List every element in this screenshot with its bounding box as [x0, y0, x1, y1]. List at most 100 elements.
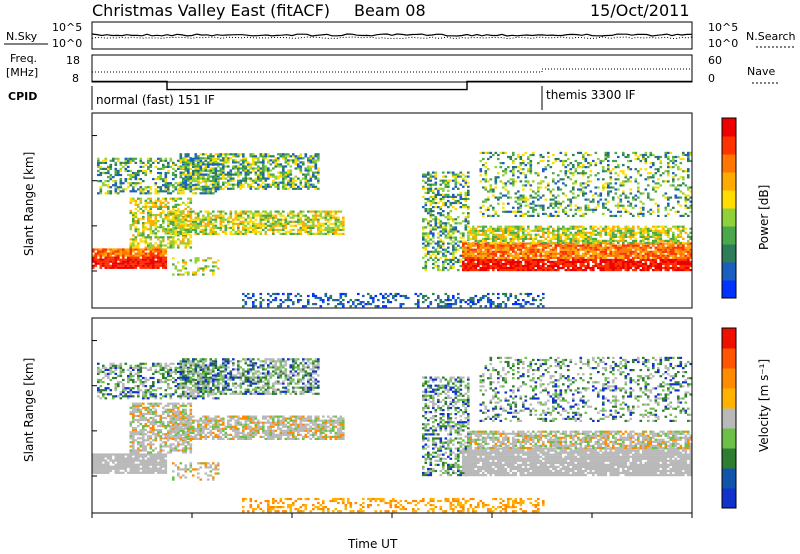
- heatmap-cell: [207, 224, 210, 227]
- heatmap-cell: [547, 266, 550, 270]
- heatmap-cell: [557, 262, 560, 266]
- heatmap-cell: [574, 269, 578, 272]
- heatmap-cell: [222, 183, 225, 186]
- heatmap-cell: [154, 234, 158, 237]
- date-label: 15/Oct/2011: [590, 1, 690, 20]
- heatmap-cell: [287, 214, 290, 217]
- heatmap-cell: [432, 246, 435, 249]
- heatmap-cell: [249, 153, 253, 156]
- heatmap-cell: [499, 225, 503, 228]
- heatmap-cell: [432, 210, 435, 213]
- heatmap-cell: [232, 226, 235, 229]
- heatmap-cell: [122, 266, 125, 269]
- heatmap-cell: [687, 264, 690, 268]
- heatmap-cell: [517, 210, 520, 213]
- heatmap-cell: [544, 258, 548, 261]
- heatmap-cell: [269, 173, 273, 176]
- heatmap-cell: [262, 228, 265, 231]
- heatmap-cell: [444, 228, 448, 231]
- heatmap-cell: [192, 271, 195, 274]
- heatmap-cell: [494, 252, 498, 255]
- heatmap-cell: [182, 171, 185, 174]
- heatmap-cell: [589, 254, 593, 257]
- heatmap-cell: [484, 231, 488, 234]
- heatmap-cell: [672, 235, 675, 238]
- heatmap-cell: [142, 234, 145, 237]
- heatmap-cell: [582, 244, 585, 247]
- heatmap-cell: [532, 210, 535, 213]
- heatmap-cell: [282, 179, 285, 182]
- heatmap-cell: [477, 241, 480, 245]
- heatmap-cell: [327, 210, 330, 213]
- heatmap-cell: [239, 183, 243, 186]
- heatmap-cell: [114, 186, 118, 189]
- heatmap-cell: [609, 262, 613, 266]
- heatmap-cell: [444, 266, 448, 270]
- heatmap-cell: [452, 266, 455, 270]
- heatmap-cell: [479, 254, 483, 257]
- heatmap-cell: [279, 155, 283, 158]
- heatmap-cell: [209, 175, 213, 178]
- heatmap-cell: [517, 266, 520, 270]
- heatmap-cell: [214, 183, 218, 186]
- heatmap-cell: [497, 258, 500, 261]
- heatmap-cell: [659, 266, 663, 270]
- heatmap-cell: [159, 176, 163, 179]
- heatmap-cell: [437, 244, 440, 247]
- heatmap-cell: [584, 269, 588, 272]
- heatmap-cell: [309, 177, 313, 180]
- heatmap-cell: [522, 264, 525, 268]
- heatmap-cell: [127, 256, 130, 259]
- heatmap-cell: [277, 222, 280, 225]
- heatmap-cell: [179, 155, 183, 158]
- heatmap-cell: [337, 232, 340, 235]
- heatmap-cell: [237, 165, 240, 168]
- heatmap-cell: [229, 220, 233, 223]
- heatmap-cell: [304, 228, 308, 231]
- heatmap-cell: [97, 250, 100, 253]
- heatmap-cell: [452, 175, 455, 178]
- heatmap-cell: [632, 239, 635, 242]
- heatmap-cell: [202, 153, 205, 156]
- heatmap-cell: [559, 258, 563, 261]
- heatmap-cell: [432, 226, 435, 229]
- heatmap-cell: [287, 171, 290, 174]
- heatmap-cell: [429, 177, 433, 180]
- heatmap-cell: [454, 199, 458, 203]
- heatmap-cell: [569, 233, 573, 236]
- heatmap-cell: [127, 264, 130, 267]
- heatmap-cell: [627, 258, 630, 261]
- heatmap-cell: [469, 246, 473, 249]
- heatmap-cell: [169, 244, 173, 247]
- heatmap-cell: [512, 229, 515, 232]
- heatmap-cell: [427, 197, 430, 201]
- heatmap-cell: [254, 218, 258, 221]
- heatmap-cell: [629, 254, 633, 257]
- heatmap-cell: [184, 181, 188, 184]
- heatmap-cell: [252, 230, 255, 233]
- heatmap-cell: [627, 225, 630, 228]
- heatmap-cell: [634, 244, 638, 247]
- heatmap-cell: [659, 246, 663, 249]
- heatmap-cell: [662, 266, 665, 270]
- heatmap-cell: [109, 266, 113, 269]
- heatmap-cell: [427, 258, 430, 261]
- heatmap-cell: [512, 260, 515, 263]
- heatmap-cell: [267, 159, 270, 162]
- heatmap-cell: [219, 163, 223, 166]
- heatmap-cell: [627, 244, 630, 247]
- heatmap-cell: [554, 241, 558, 245]
- heatmap-cell: [284, 224, 288, 227]
- heatmap-cell: [559, 233, 563, 236]
- heatmap-cell: [259, 222, 263, 225]
- heatmap-cell: [199, 224, 203, 227]
- heatmap-cell: [557, 200, 560, 203]
- heatmap-cell: [602, 227, 605, 230]
- heatmap-cell: [464, 262, 468, 266]
- heatmap-cell: [244, 173, 248, 176]
- heatmap-cell: [482, 246, 485, 249]
- heatmap-cell: [282, 175, 285, 178]
- heatmap-cell: [209, 222, 213, 225]
- heatmap-cell: [452, 226, 455, 229]
- heatmap-cell: [152, 205, 155, 208]
